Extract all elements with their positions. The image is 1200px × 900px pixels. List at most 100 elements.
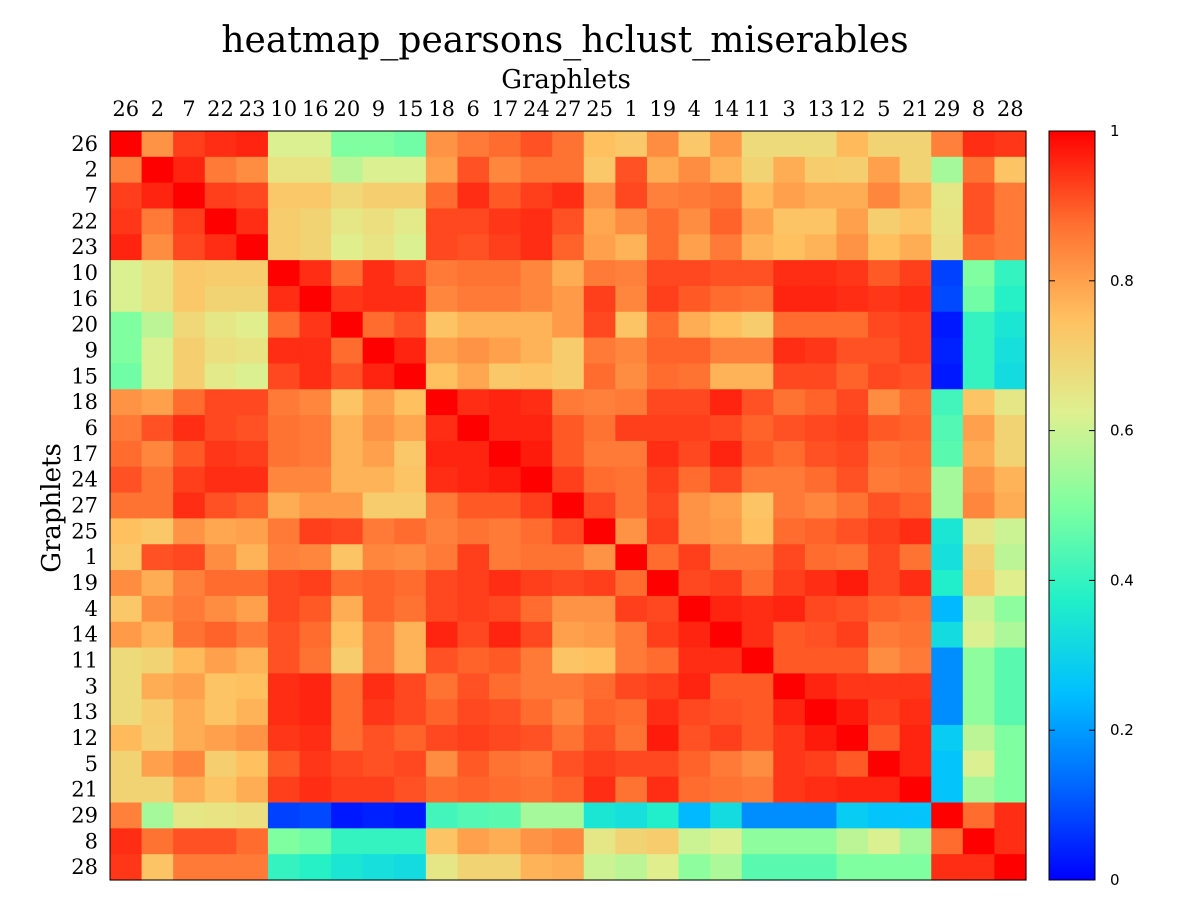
heatmap-cell	[267, 260, 301, 287]
heatmap-cell	[615, 828, 648, 855]
heatmap-cell	[931, 182, 964, 210]
heatmap-cell	[110, 673, 143, 700]
heatmap-cell	[489, 363, 522, 390]
heatmap-cell	[615, 260, 648, 287]
heatmap-cell	[173, 725, 206, 752]
heatmap-cell	[394, 234, 427, 261]
heatmap-cell	[299, 802, 332, 829]
heatmap-cell	[552, 725, 585, 752]
heatmap-cell	[804, 182, 838, 210]
y-tick-label: 6	[85, 416, 98, 440]
heatmap-cell	[868, 440, 901, 468]
heatmap-cell	[362, 544, 395, 571]
heatmap-cell	[678, 131, 711, 158]
heatmap-cell	[173, 363, 206, 390]
heatmap-cell	[615, 595, 648, 623]
heatmap-cell	[204, 699, 237, 726]
heatmap-cell	[267, 208, 301, 235]
y-tick-label: 11	[71, 648, 98, 672]
heatmap-cell	[678, 544, 711, 571]
heatmap-cell	[615, 518, 648, 545]
heatmap-cell	[520, 699, 553, 726]
heatmap-cell	[552, 570, 585, 597]
heatmap-cell	[773, 234, 806, 261]
heatmap-cell	[773, 828, 806, 855]
heatmap-cell	[741, 854, 774, 881]
heatmap-cell	[520, 311, 553, 339]
heatmap-cell	[267, 750, 301, 778]
heatmap-cell	[836, 725, 869, 752]
heatmap-cell	[425, 776, 459, 804]
heatmap-cell	[362, 234, 395, 261]
heatmap-cell	[236, 208, 269, 235]
heatmap-cell	[394, 156, 427, 184]
heatmap-cell	[773, 492, 806, 520]
heatmap-cell	[173, 182, 206, 210]
y-tick-label: 3	[85, 674, 98, 698]
heatmap-cell	[520, 131, 553, 158]
heatmap-cell	[836, 621, 869, 649]
heatmap-cell	[615, 673, 648, 700]
heatmap-cell	[899, 673, 932, 700]
heatmap-cell	[362, 260, 395, 287]
heatmap-cell	[394, 131, 427, 158]
heatmap-cell	[868, 337, 901, 365]
heatmap-cell	[962, 311, 996, 339]
heatmap-cell	[962, 595, 996, 623]
heatmap-cell	[931, 802, 964, 829]
heatmap-cell	[520, 285, 553, 313]
heatmap-cell	[836, 156, 869, 184]
heatmap-cell	[425, 492, 459, 520]
heatmap-cell	[646, 285, 680, 313]
heatmap-cell	[994, 131, 1027, 158]
heatmap-cell	[236, 440, 269, 468]
heatmap-cell	[331, 854, 364, 881]
heatmap-cell	[615, 337, 648, 365]
heatmap-cell	[331, 415, 364, 442]
heatmap-cell	[236, 647, 269, 674]
heatmap-cell	[710, 802, 743, 829]
heatmap-cell	[804, 492, 838, 520]
heatmap-cell	[678, 156, 711, 184]
heatmap-cell	[173, 802, 206, 829]
heatmap-cell	[962, 854, 996, 881]
heatmap-cell	[110, 260, 143, 287]
heatmap-cell	[299, 492, 332, 520]
heatmap-cell	[773, 750, 806, 778]
heatmap-cell	[583, 337, 616, 365]
heatmap-cell	[678, 440, 711, 468]
heatmap-cell	[868, 828, 901, 855]
heatmap-cell	[110, 156, 143, 184]
heatmap-cell	[425, 750, 459, 778]
heatmap-cell	[836, 570, 869, 597]
heatmap-cell	[110, 234, 143, 261]
heatmap-cell	[552, 673, 585, 700]
heatmap-cell	[615, 415, 648, 442]
heatmap-cell	[836, 647, 869, 674]
heatmap-cell	[710, 776, 743, 804]
heatmap-cell	[836, 182, 869, 210]
heatmap-cell	[741, 440, 774, 468]
heatmap-cell	[615, 182, 648, 210]
heatmap-cell	[267, 673, 301, 700]
heatmap-cell	[110, 725, 143, 752]
x-tick-label: 11	[744, 97, 771, 121]
heatmap-cell	[362, 182, 395, 210]
x-tick-label: 12	[839, 97, 866, 121]
heatmap-cell	[962, 156, 996, 184]
heatmap-cell	[552, 131, 585, 158]
heatmap-cell	[615, 208, 648, 235]
heatmap-cell	[394, 802, 427, 829]
heatmap-cell	[931, 260, 964, 287]
heatmap-cell	[931, 234, 964, 261]
heatmap-cell	[425, 621, 459, 649]
heatmap-cell	[425, 725, 459, 752]
heatmap-cell	[710, 647, 743, 674]
heatmap-cell	[173, 570, 206, 597]
heatmap-cell	[110, 544, 143, 571]
heatmap-cell	[394, 260, 427, 287]
heatmap-cell	[331, 725, 364, 752]
heatmap-cell	[899, 466, 932, 494]
heatmap-cell	[899, 363, 932, 390]
heatmap-cell	[457, 518, 490, 545]
